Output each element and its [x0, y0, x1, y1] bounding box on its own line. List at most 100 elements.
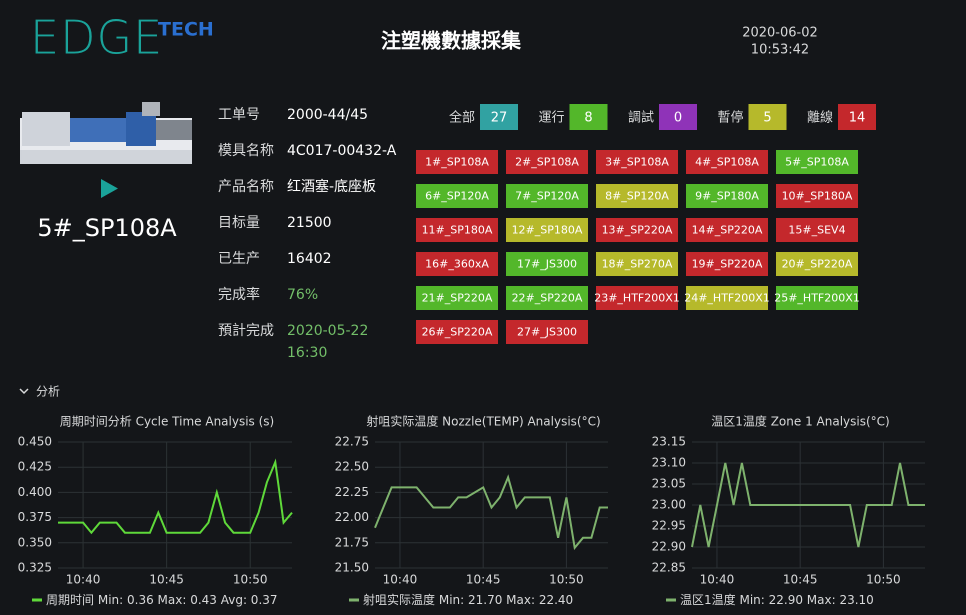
machine-tile-label: 8#_SP120A — [605, 190, 669, 203]
machine-tile[interactable] — [776, 184, 858, 208]
x-tick-label: 10:50 — [233, 573, 268, 587]
machine-tile-label: 17#_JS300 — [517, 258, 577, 271]
logo-suffix: TECH — [158, 19, 214, 41]
info-value: 21500 — [287, 215, 332, 231]
machine-tile-label: 20#_SP220A — [782, 258, 853, 271]
machine-tile-label: 27#_JS300 — [517, 326, 577, 339]
machine-tile[interactable] — [506, 184, 588, 208]
machine-tile-label: 3#_SP108A — [605, 156, 669, 169]
info-label: 产品名称 — [218, 179, 274, 195]
machine-tile[interactable] — [596, 286, 678, 310]
info-value: 76% — [287, 287, 318, 303]
status-label[interactable]: 暫停 — [717, 110, 743, 126]
info-label: 模具名称 — [218, 143, 274, 159]
legend-text[interactable]: 射咀实际温度 Min: 21.70 Max: 22.40 — [363, 592, 573, 607]
machine-tile[interactable] — [596, 252, 678, 276]
machine-tile[interactable] — [416, 184, 498, 208]
y-tick-label: 0.325 — [18, 561, 52, 575]
status-badge[interactable] — [480, 104, 518, 130]
collapse-icon[interactable] — [19, 388, 29, 395]
status-label[interactable]: 調試 — [628, 110, 654, 126]
machine-name: 5#_SP108A — [37, 214, 177, 242]
date: 2020-06-02 — [742, 26, 818, 41]
time: 10:53:42 — [751, 43, 809, 58]
info-label: 工单号 — [218, 107, 260, 123]
info-value: 红酒塞-底座板 — [287, 178, 376, 195]
machine-tile[interactable] — [776, 150, 858, 174]
status-count: 8 — [584, 111, 592, 126]
status-badge[interactable] — [569, 104, 608, 130]
data-line — [691, 462, 925, 548]
machine-tile-label: 26#_SP220A — [422, 326, 493, 339]
info-value: 16402 — [287, 251, 332, 267]
machine-tile-label: 23#_HTF200X1 — [594, 292, 680, 305]
machine-tile[interactable] — [596, 218, 678, 242]
machine-tile[interactable] — [416, 286, 498, 310]
info-value: 16:30 — [287, 345, 327, 361]
legend-text[interactable]: 温区1温度 Min: 22.90 Max: 23.10 — [680, 592, 874, 607]
machine-tile[interactable] — [506, 252, 588, 276]
y-tick-label: 22.75 — [335, 435, 369, 449]
machine-tile-label: 21#_SP220A — [422, 292, 493, 305]
y-tick-label: 22.95 — [652, 519, 686, 533]
play-button[interactable] — [101, 179, 118, 198]
machine-image — [20, 102, 192, 164]
y-tick-label: 22.50 — [335, 460, 369, 474]
y-tick-label: 0.375 — [18, 510, 52, 524]
machine-tile-label: 12#_SP180A — [512, 224, 583, 237]
machine-tile[interactable] — [506, 286, 588, 310]
status-badge[interactable] — [748, 104, 787, 130]
machine-tile[interactable] — [416, 320, 498, 344]
page-title: 注塑機數據採集 — [381, 29, 522, 53]
y-tick-label: 23.05 — [652, 477, 686, 491]
legend-text[interactable]: 周期时间 Min: 0.36 Max: 0.43 Avg: 0.37 — [46, 593, 278, 607]
chart-title: 周期时间分析 Cycle Time Analysis (s) — [60, 415, 274, 429]
machine-tile[interactable] — [686, 218, 768, 242]
x-tick-label: 10:40 — [700, 573, 735, 587]
info-label: 預計完成 — [218, 323, 274, 339]
y-tick-label: 21.50 — [335, 561, 369, 575]
status-badge[interactable] — [659, 104, 697, 130]
x-tick-label: 10:45 — [783, 573, 818, 587]
status-badge[interactable] — [838, 104, 876, 130]
machine-tile-label: 24#_HTF200X1 — [684, 292, 770, 305]
y-tick-label: 22.90 — [652, 540, 686, 554]
machine-tile-label: 22#_SP220A — [512, 292, 583, 305]
y-tick-label: 0.450 — [18, 435, 52, 449]
machine-tile[interactable] — [686, 286, 768, 310]
x-tick-label: 10:50 — [866, 573, 901, 587]
section-title[interactable]: 分析 — [36, 385, 60, 399]
machine-tile[interactable] — [416, 252, 498, 276]
machine-tile-label: 10#_SP180A — [782, 190, 853, 203]
legend-stats: Min: 0.36 Max: 0.43 Avg: 0.37 — [98, 593, 278, 607]
machine-tile[interactable] — [596, 150, 678, 174]
machine-tile[interactable] — [686, 252, 768, 276]
y-tick-label: 23.00 — [652, 498, 686, 512]
machine-tile[interactable] — [596, 184, 678, 208]
status-label[interactable]: 離線 — [807, 110, 833, 126]
machine-tile[interactable] — [776, 218, 858, 242]
y-tick-label: 0.350 — [18, 535, 52, 549]
machine-tile[interactable] — [686, 184, 768, 208]
info-value: 4C017-00432-A — [287, 143, 397, 159]
status-count: 0 — [674, 111, 682, 126]
status-label[interactable]: 全部 — [449, 110, 475, 126]
machine-tile-label: 1#_SP108A — [425, 156, 489, 169]
machine-tile-label: 19#_SP220A — [692, 258, 763, 271]
machine-tile[interactable] — [506, 218, 588, 242]
machine-tile[interactable] — [416, 218, 498, 242]
machine-tile[interactable] — [506, 320, 588, 344]
machine-tile[interactable] — [776, 252, 858, 276]
x-tick-label: 10:40 — [66, 573, 101, 587]
status-label[interactable]: 運行 — [538, 111, 564, 126]
machine-tile-label: 9#_SP180A — [695, 190, 759, 203]
machine-tile[interactable] — [506, 150, 588, 174]
machine-tile[interactable] — [416, 150, 498, 174]
chart-title: 温区1温度 Zone 1 Analysis(°C) — [711, 414, 889, 429]
status-count: 5 — [763, 111, 771, 126]
machine-tile[interactable] — [686, 150, 768, 174]
logo: EDGE — [30, 11, 163, 65]
machine-tile[interactable] — [776, 286, 858, 310]
legend-name: 温区1温度 — [680, 592, 736, 607]
